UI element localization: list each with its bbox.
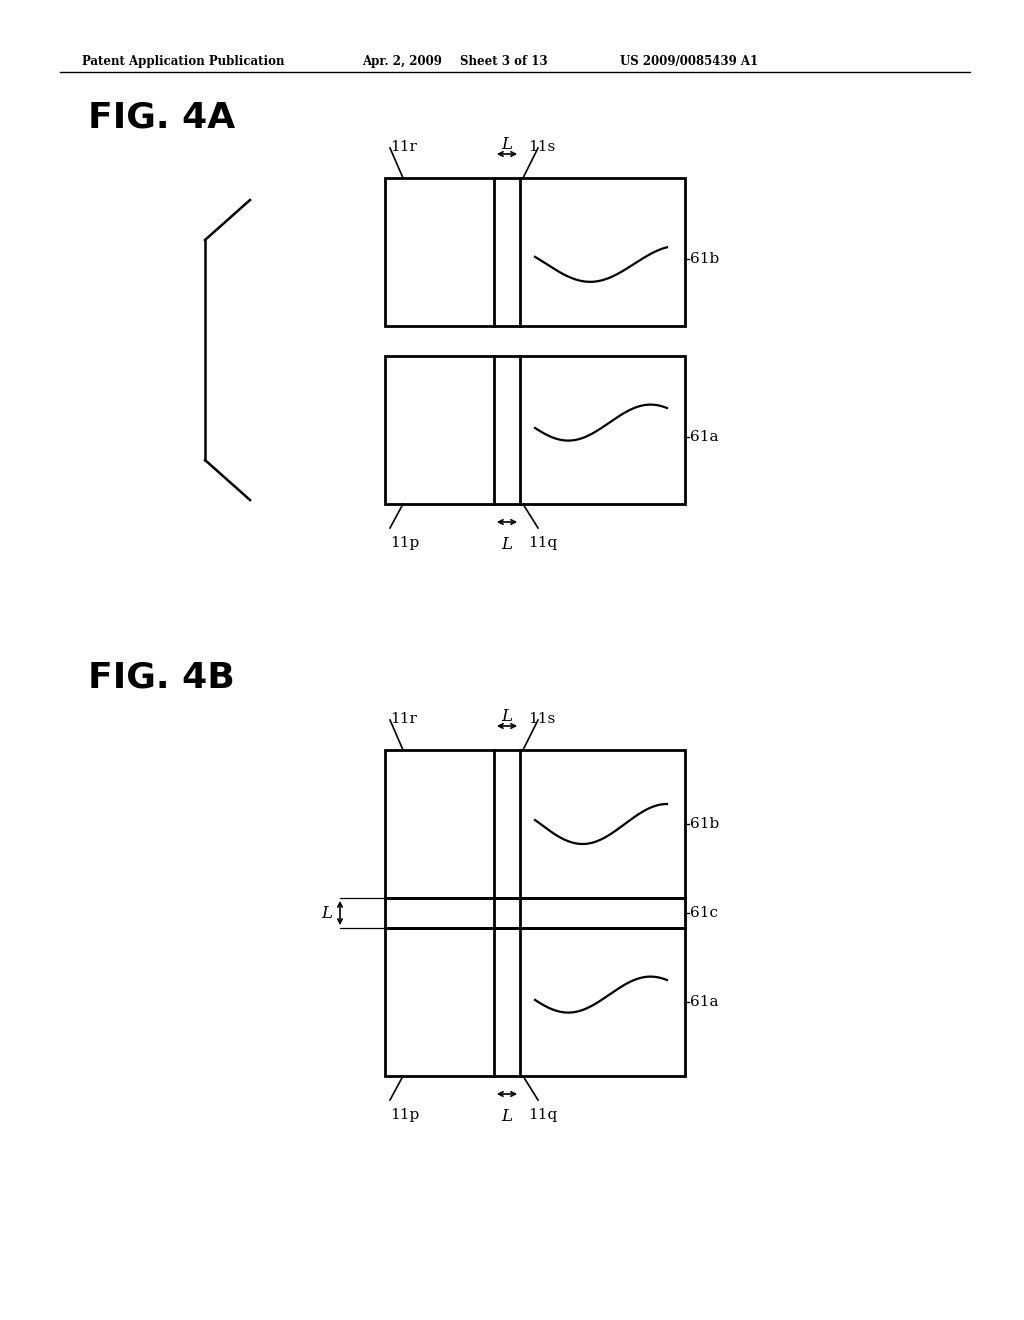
Text: L: L (502, 536, 512, 553)
Text: L: L (502, 136, 512, 153)
Text: FIG. 4A: FIG. 4A (88, 100, 236, 135)
Text: US 2009/0085439 A1: US 2009/0085439 A1 (620, 55, 758, 69)
Text: 11p: 11p (390, 536, 419, 550)
Text: Sheet 3 of 13: Sheet 3 of 13 (460, 55, 548, 69)
Text: 61b: 61b (690, 817, 719, 832)
Text: 11s: 11s (528, 140, 555, 154)
Text: 61a: 61a (690, 995, 719, 1008)
Text: 11q: 11q (528, 536, 557, 550)
Text: 11s: 11s (528, 711, 555, 726)
Text: L: L (321, 904, 332, 921)
Text: 11p: 11p (390, 1107, 419, 1122)
Text: 61a: 61a (690, 430, 719, 445)
Text: 61b: 61b (690, 252, 719, 267)
Text: FIG. 4B: FIG. 4B (88, 660, 234, 694)
Text: Apr. 2, 2009: Apr. 2, 2009 (362, 55, 442, 69)
Text: 11r: 11r (390, 711, 417, 726)
Text: L: L (502, 1107, 512, 1125)
Text: 11q: 11q (528, 1107, 557, 1122)
Text: Patent Application Publication: Patent Application Publication (82, 55, 285, 69)
Text: L: L (502, 708, 512, 725)
Text: 61c: 61c (690, 906, 718, 920)
Text: 11r: 11r (390, 140, 417, 154)
